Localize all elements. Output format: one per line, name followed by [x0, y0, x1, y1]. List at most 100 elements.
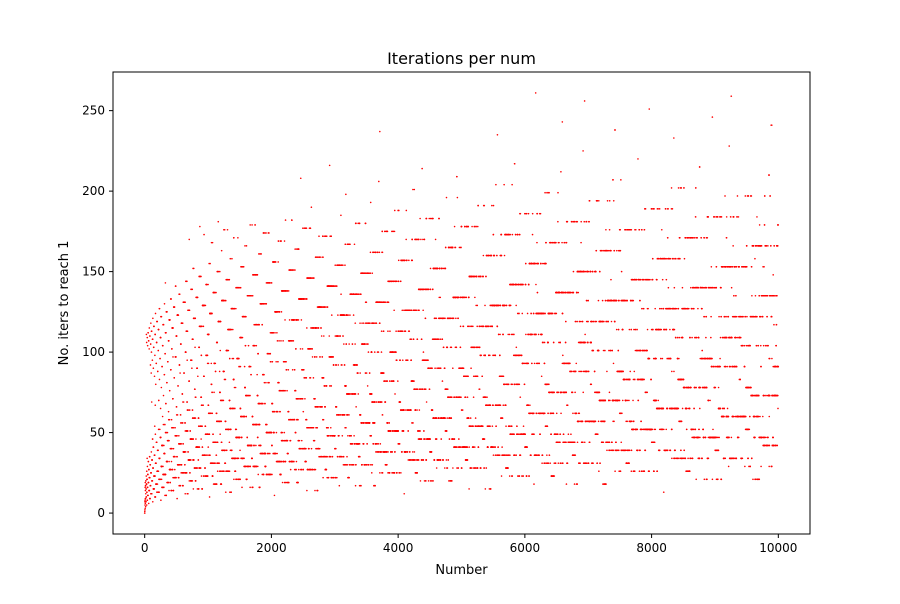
- data-point: [370, 435, 373, 437]
- data-point: [249, 224, 251, 226]
- data-point: [305, 418, 308, 421]
- data-point: [361, 463, 363, 466]
- data-point: [297, 468, 300, 471]
- data-point: [146, 465, 149, 468]
- data-point: [206, 454, 209, 456]
- data-point: [147, 473, 149, 476]
- data-point: [218, 462, 221, 464]
- data-point: [176, 455, 178, 458]
- data-point: [167, 360, 169, 363]
- data-point: [439, 296, 442, 299]
- data-point: [198, 346, 201, 349]
- data-point: [393, 230, 396, 233]
- data-point: [378, 322, 381, 324]
- data-point: [330, 385, 333, 387]
- data-point: [452, 367, 454, 370]
- data-point: [154, 312, 157, 315]
- data-point: [302, 468, 305, 471]
- data-point: [154, 496, 157, 498]
- data-point: [322, 476, 324, 479]
- data-point: [340, 293, 342, 295]
- data-point: [154, 475, 156, 477]
- data-point: [379, 443, 382, 445]
- data-point: [206, 354, 209, 357]
- data-point: [224, 420, 227, 423]
- data-point: [312, 377, 315, 379]
- data-point: [300, 319, 303, 321]
- data-point: [456, 196, 459, 199]
- data-point: [321, 406, 323, 408]
- data-point: [210, 383, 213, 386]
- data-point: [360, 484, 362, 487]
- data-point: [220, 249, 223, 252]
- data-point: [368, 463, 370, 466]
- data-point: [175, 406, 178, 408]
- data-point: [320, 327, 322, 329]
- data-point: [336, 476, 338, 479]
- data-point: [339, 414, 342, 416]
- data-point: [315, 447, 318, 450]
- data-point: [168, 389, 171, 392]
- data-point: [146, 336, 149, 339]
- data-point: [228, 441, 231, 444]
- data-point: [275, 360, 277, 363]
- data-point: [338, 484, 341, 487]
- data-point: [145, 470, 148, 473]
- data-point: [362, 443, 365, 445]
- data-point: [431, 409, 434, 411]
- data-point: [321, 356, 324, 358]
- data-point: [235, 307, 237, 310]
- data-point: [269, 352, 272, 355]
- data-point: [194, 480, 197, 482]
- data-point: [454, 246, 457, 249]
- data-point: [348, 393, 351, 395]
- data-point: [346, 455, 348, 458]
- data-point: [347, 435, 349, 437]
- data-point: [424, 388, 427, 390]
- data-point: [151, 480, 154, 482]
- data-point: [368, 372, 371, 374]
- data-point: [258, 323, 260, 326]
- data-point: [342, 335, 344, 337]
- data-point: [209, 262, 211, 265]
- data-point: [369, 272, 371, 275]
- data-point: [270, 431, 273, 434]
- data-point: [411, 259, 414, 262]
- data-point: [144, 484, 147, 487]
- data-point: [177, 385, 179, 387]
- data-point: [152, 346, 155, 349]
- data-point: [151, 338, 154, 341]
- data-point: [144, 489, 147, 492]
- data-point: [177, 476, 180, 479]
- data-point: [162, 394, 165, 397]
- data-point: [160, 315, 163, 318]
- data-point: [434, 238, 437, 241]
- data-point: [153, 375, 156, 378]
- data-point: [245, 245, 248, 247]
- data-point: [424, 317, 427, 320]
- data-point: [362, 322, 365, 324]
- data-point: [145, 501, 147, 503]
- data-point: [284, 460, 287, 463]
- data-point: [224, 449, 226, 452]
- data-point: [414, 409, 417, 411]
- data-point: [323, 335, 325, 337]
- data-point: [185, 472, 188, 474]
- data-point: [435, 317, 438, 320]
- data-point: [318, 447, 321, 450]
- data-point: [194, 346, 196, 349]
- data-point: [207, 283, 209, 286]
- data-point: [149, 364, 152, 366]
- data-point: [278, 340, 280, 342]
- data-point: [149, 484, 152, 487]
- data-point: [389, 330, 391, 332]
- data-point: [215, 454, 218, 456]
- data-point: [378, 251, 381, 254]
- data-point: [211, 312, 213, 315]
- data-point: [309, 377, 312, 379]
- data-point: [238, 357, 240, 360]
- data-point: [432, 480, 434, 482]
- data-point: [168, 439, 170, 442]
- data-point: [408, 259, 410, 262]
- data-point: [184, 463, 186, 466]
